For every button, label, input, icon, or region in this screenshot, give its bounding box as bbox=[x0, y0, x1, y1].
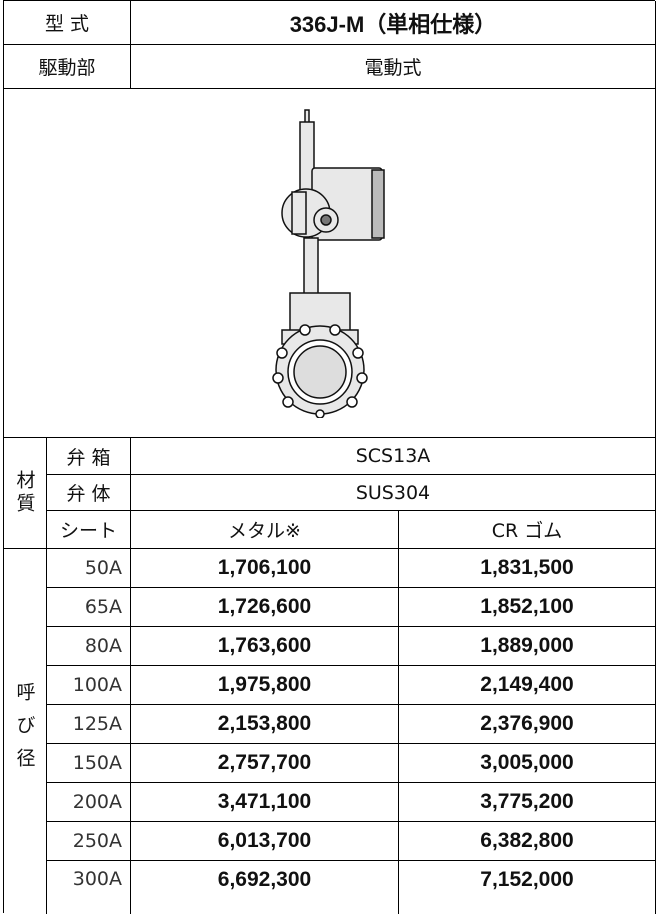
price-cr: 1,889,000 bbox=[399, 627, 656, 666]
spec-table: 型 式 336J-M（単相仕様） 駆動部 電動式 bbox=[3, 0, 656, 914]
material-part: 弁 箱 bbox=[47, 438, 131, 475]
size: 150A bbox=[47, 744, 131, 783]
price-metal: 1,706,100 bbox=[131, 549, 399, 588]
drive-label: 駆動部 bbox=[4, 45, 131, 89]
valve-drawing bbox=[271, 109, 385, 418]
drive-value: 電動式 bbox=[131, 45, 656, 89]
price-metal: 1,763,600 bbox=[131, 627, 399, 666]
material-value: SUS304 bbox=[131, 475, 656, 511]
price-cr: 1,852,100 bbox=[399, 588, 656, 627]
size: 200A bbox=[47, 783, 131, 822]
material-part: 弁 体 bbox=[47, 475, 131, 511]
price-cr: 1,831,500 bbox=[399, 549, 656, 588]
price-metal: 3,471,100 bbox=[131, 783, 399, 822]
price-metal: 6,692,300 bbox=[131, 861, 399, 914]
size: 300A bbox=[47, 861, 131, 914]
price-metal: 2,757,700 bbox=[131, 744, 399, 783]
price-cr: 7,152,000 bbox=[399, 861, 656, 914]
type-label: 型 式 bbox=[4, 1, 131, 45]
size: 100A bbox=[47, 666, 131, 705]
price-metal: 2,153,800 bbox=[131, 705, 399, 744]
price-metal: 1,726,600 bbox=[131, 588, 399, 627]
size: 125A bbox=[47, 705, 131, 744]
size: 250A bbox=[47, 822, 131, 861]
price-metal: 6,013,700 bbox=[131, 822, 399, 861]
material-label: 材質 bbox=[4, 438, 47, 549]
seat-metal: メタル※ bbox=[131, 511, 399, 549]
size-label: 呼び径 bbox=[4, 549, 47, 914]
model: 336J-M（単相仕様） bbox=[131, 1, 656, 45]
price-metal: 1,975,800 bbox=[131, 666, 399, 705]
size: 65A bbox=[47, 588, 131, 627]
price-cr: 3,775,200 bbox=[399, 783, 656, 822]
price-cr: 6,382,800 bbox=[399, 822, 656, 861]
material-value: SCS13A bbox=[131, 438, 656, 475]
price-cr: 3,005,000 bbox=[399, 744, 656, 783]
seat-label: シート bbox=[47, 511, 131, 549]
seat-cr: CR ゴム bbox=[399, 511, 656, 549]
size: 80A bbox=[47, 627, 131, 666]
image-cell bbox=[4, 89, 656, 438]
price-cr: 2,149,400 bbox=[399, 666, 656, 705]
size: 50A bbox=[47, 549, 131, 588]
price-cr: 2,376,900 bbox=[399, 705, 656, 744]
